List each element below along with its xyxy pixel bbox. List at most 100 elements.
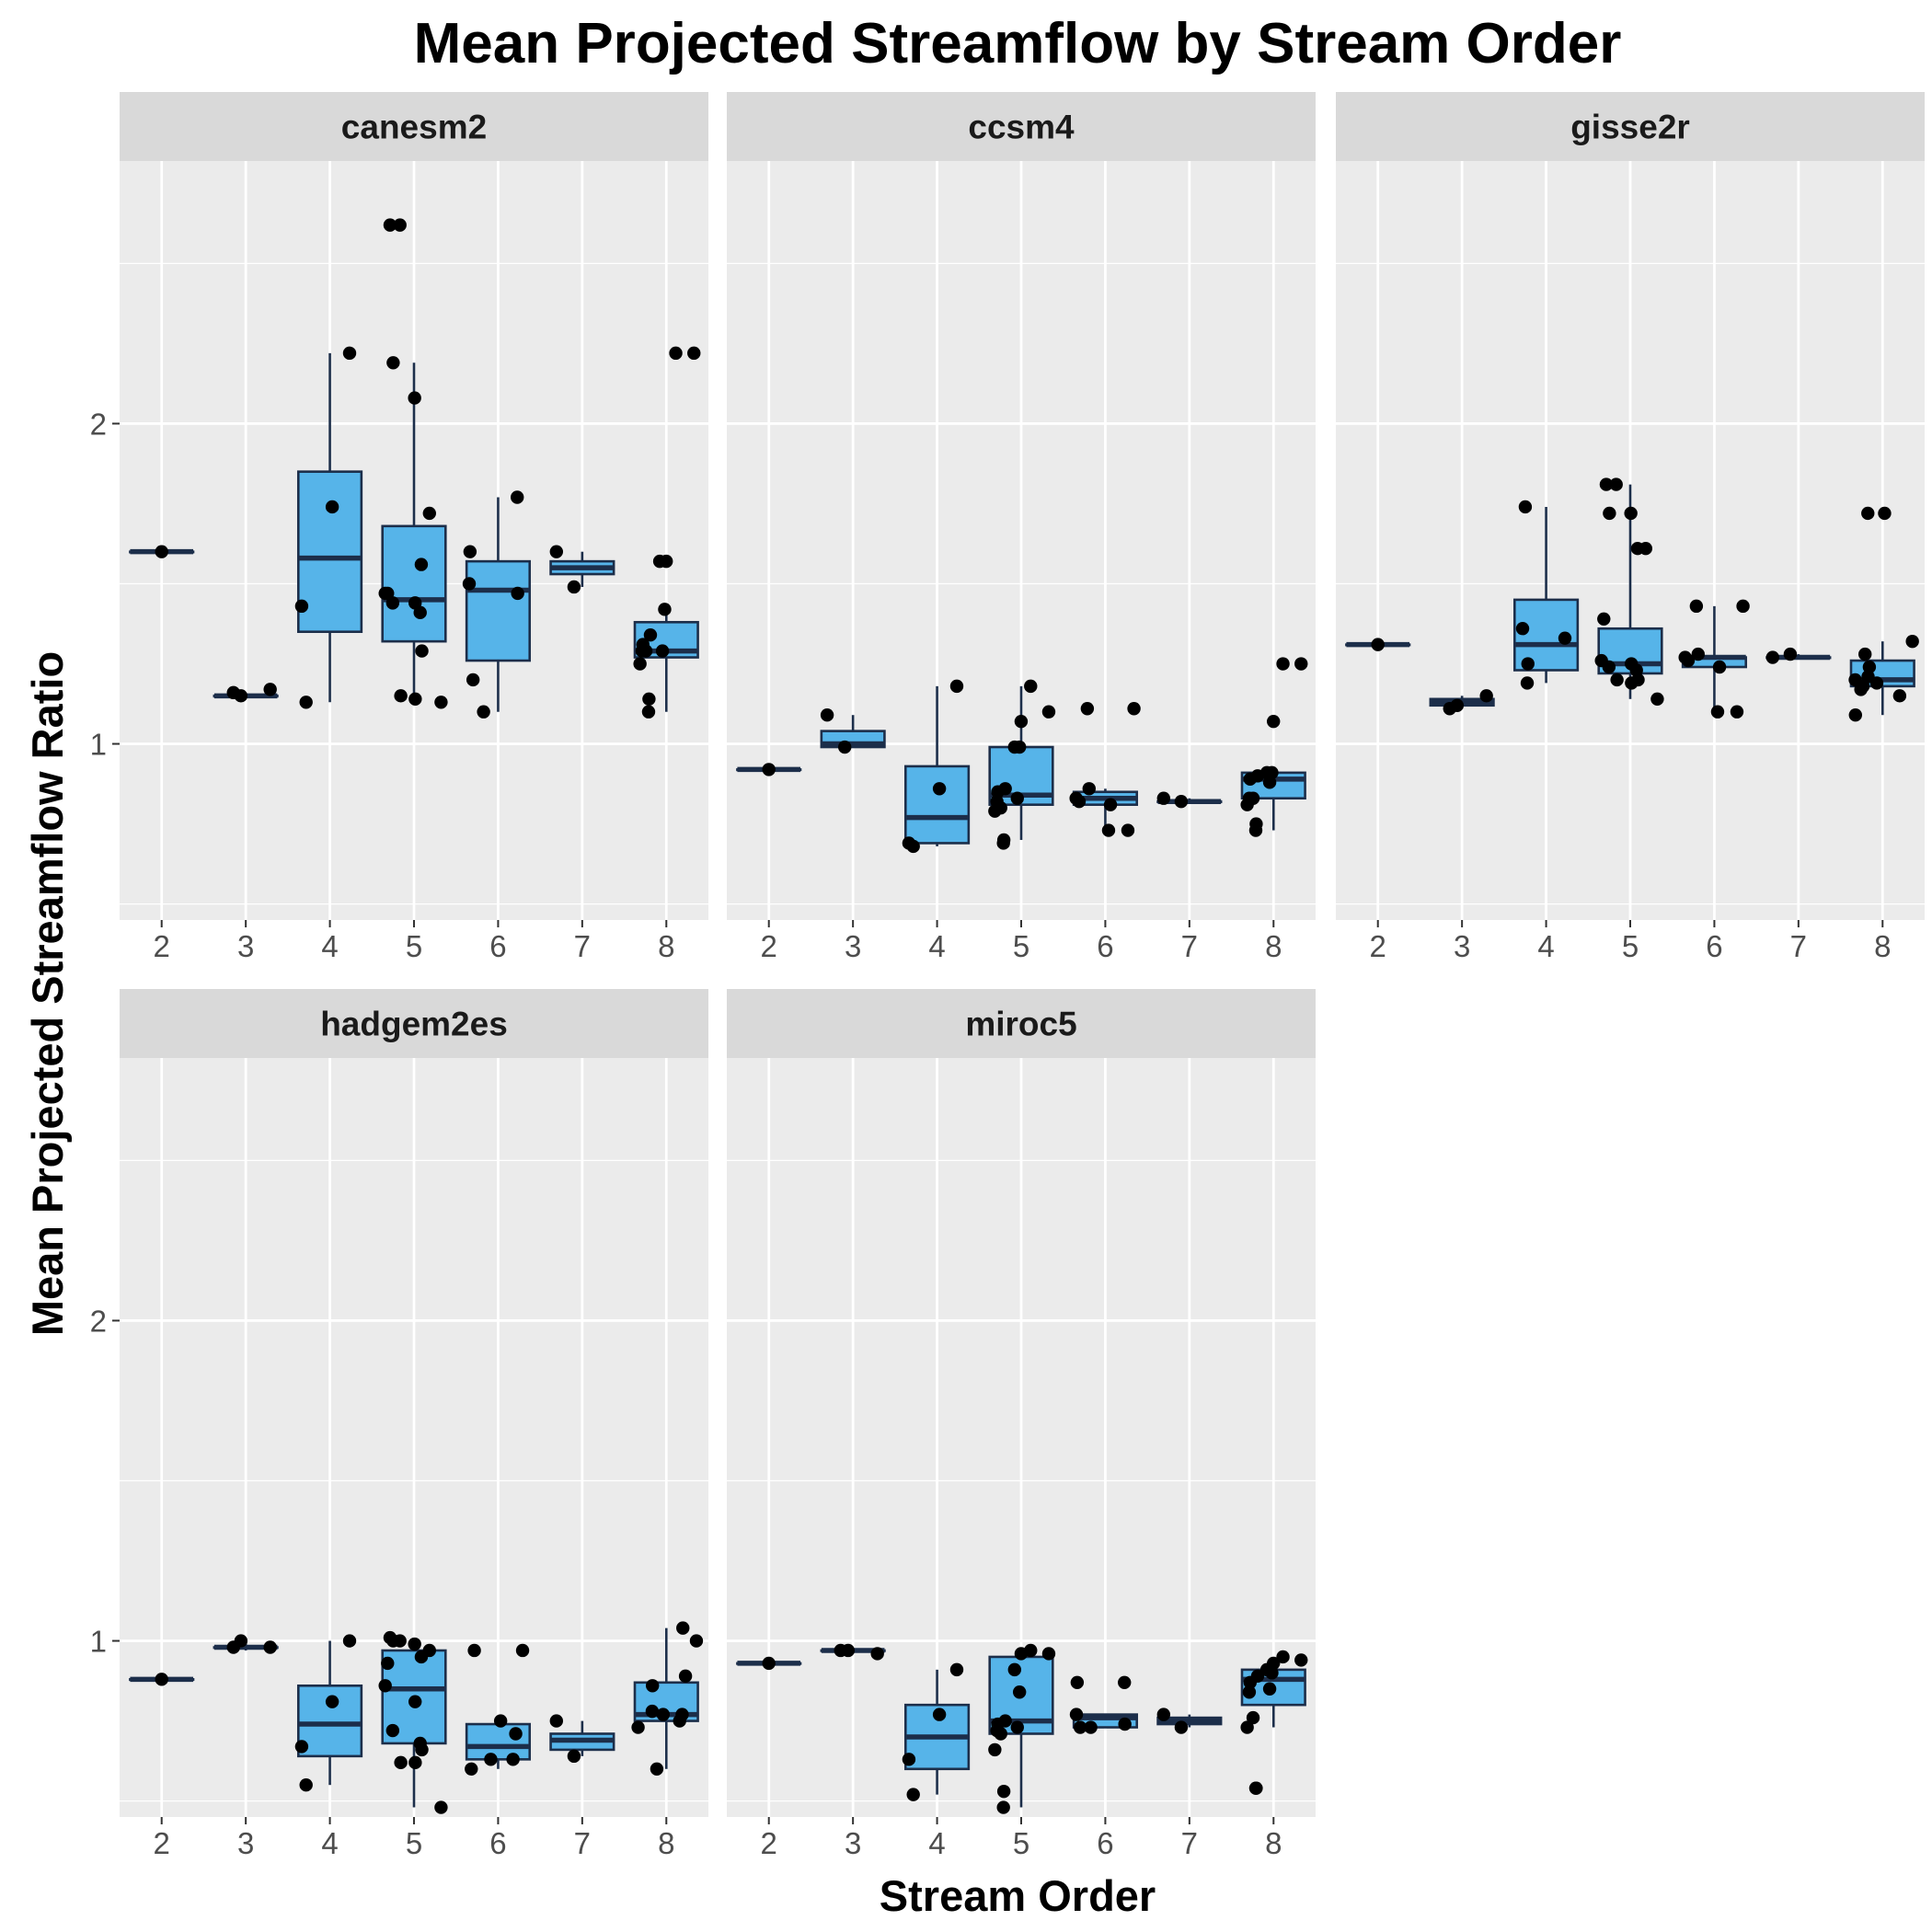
data-point — [386, 356, 400, 370]
data-point — [1730, 705, 1744, 719]
data-point — [656, 1708, 671, 1721]
data-point — [155, 1673, 168, 1686]
data-point — [1242, 1685, 1257, 1699]
facet-label: hadgem2es — [320, 1006, 508, 1043]
x-tick-label: 6 — [1097, 1826, 1113, 1860]
data-point — [1479, 689, 1493, 703]
data-point — [633, 657, 647, 671]
data-point — [1869, 676, 1884, 690]
data-point — [1118, 1675, 1132, 1689]
x-tick-label: 3 — [237, 929, 254, 963]
data-point — [415, 1742, 429, 1757]
data-point — [1515, 622, 1530, 636]
data-point — [1736, 599, 1750, 614]
data-point — [294, 1740, 309, 1754]
data-point — [687, 346, 701, 361]
box-iqr — [903, 765, 971, 845]
data-point — [1007, 1662, 1022, 1677]
x-tick-label: 4 — [928, 1826, 945, 1860]
data-point — [408, 391, 421, 405]
facet-panels: canesm2 2 3 4 5 6 7 8 1 2 ccsm4 2 3 4 5 6 7 8 gisse2r 2 3 4 5 6… — [90, 92, 1925, 1860]
data-point — [642, 692, 656, 707]
data-point — [386, 1634, 400, 1648]
x-tick-label: 5 — [1013, 1826, 1029, 1860]
data-point — [467, 1643, 481, 1658]
data-point — [1861, 506, 1875, 521]
data-point — [1602, 660, 1616, 674]
data-point — [1276, 657, 1290, 671]
data-point — [1650, 692, 1664, 707]
data-point — [1892, 689, 1907, 703]
data-point — [1103, 798, 1118, 811]
data-point — [1240, 1720, 1254, 1734]
data-point — [1073, 1720, 1087, 1734]
data-point — [1265, 1666, 1279, 1680]
box-7 — [549, 551, 615, 587]
y-tick-label: 1 — [90, 1625, 107, 1659]
y-tick-label: 1 — [90, 728, 107, 762]
data-point — [1262, 1682, 1277, 1696]
facet-panel-ccsm4: ccsm4 2 3 4 5 6 7 8 — [727, 92, 1316, 963]
x-tick-label: 7 — [1790, 929, 1807, 963]
x-tick-label: 7 — [1181, 929, 1198, 963]
data-point — [689, 1634, 704, 1648]
box-iqr — [465, 559, 532, 662]
data-point — [1127, 702, 1141, 716]
data-point — [393, 218, 407, 232]
data-point — [414, 1650, 429, 1664]
data-point — [1854, 683, 1868, 696]
data-point — [493, 1714, 508, 1728]
y-axis-title: Mean Projected Streamflow Ratio — [23, 651, 72, 1336]
x-tick-label: 4 — [321, 1826, 338, 1860]
data-point — [650, 1762, 664, 1776]
data-point — [263, 1640, 277, 1654]
data-point — [383, 218, 397, 232]
data-point — [434, 1800, 448, 1814]
data-point — [834, 1643, 847, 1658]
data-point — [484, 1753, 498, 1766]
x-tick-label: 3 — [845, 1826, 861, 1860]
data-point — [263, 683, 277, 696]
x-tick-label: 5 — [406, 1826, 422, 1860]
data-point — [1624, 506, 1638, 521]
data-point — [434, 696, 448, 709]
data-point — [1014, 1647, 1029, 1661]
data-point — [1024, 679, 1038, 694]
data-point — [1520, 676, 1535, 690]
x-tick-label: 2 — [154, 1826, 170, 1860]
facet-label: ccsm4 — [968, 109, 1075, 146]
facet-label: miroc5 — [965, 1006, 1076, 1043]
data-point — [645, 1704, 660, 1719]
data-point — [655, 644, 670, 658]
data-point — [1610, 673, 1624, 687]
data-point — [1558, 631, 1572, 645]
data-point — [1014, 714, 1029, 729]
data-point — [1010, 1720, 1024, 1734]
data-point — [408, 692, 422, 707]
data-point — [652, 554, 667, 569]
data-point — [1603, 506, 1616, 521]
data-point — [294, 599, 309, 614]
data-point — [1689, 599, 1704, 614]
x-tick-label: 8 — [1265, 929, 1282, 963]
box-7 — [549, 1720, 615, 1756]
data-point — [1080, 702, 1095, 716]
data-point — [673, 1714, 686, 1728]
data-point — [762, 763, 776, 776]
data-point — [1082, 782, 1097, 796]
data-point — [645, 1679, 660, 1693]
data-point — [1609, 477, 1623, 491]
data-point — [658, 603, 672, 616]
data-point — [1248, 1781, 1263, 1795]
box-3 — [820, 715, 886, 749]
data-point — [155, 545, 168, 558]
data-point — [669, 346, 683, 361]
facet-panel-miroc5: miroc5 2 3 4 5 6 7 8 — [727, 989, 1316, 1860]
data-point — [1681, 653, 1696, 668]
data-point — [549, 545, 564, 558]
data-point — [1625, 676, 1639, 690]
facet-strip — [727, 92, 1316, 161]
data-point — [906, 839, 920, 854]
x-tick-label: 6 — [489, 1826, 506, 1860]
